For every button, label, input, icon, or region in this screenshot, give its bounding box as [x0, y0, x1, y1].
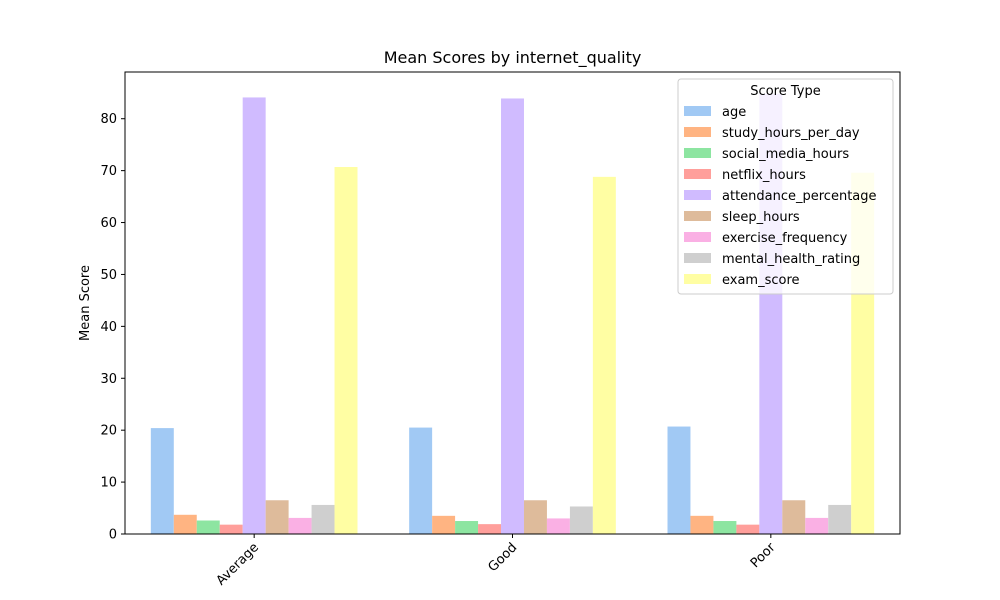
bar-study-hours-per-day-average — [173, 514, 197, 534]
bar-exercise-frequency-poor — [805, 517, 829, 534]
bar-age-good — [409, 427, 433, 534]
bar-social-media-hours-good — [455, 521, 479, 534]
y-tick-label: 40 — [100, 320, 117, 335]
legend-swatch-sleep-hours — [684, 211, 711, 221]
y-axis-ticks: 0 10 20 30 40 50 60 70 80 — [100, 112, 125, 543]
bar-sleep-hours-poor — [782, 500, 806, 534]
legend-title: Score Type — [750, 84, 820, 99]
bar-exam-score-average — [334, 167, 358, 534]
y-tick-label: 70 — [100, 164, 117, 179]
bar-exam-score-good — [592, 176, 616, 535]
chart-title: Mean Scores by internet_quality — [384, 48, 642, 68]
bar-social-media-hours-poor — [713, 521, 737, 534]
y-tick-label: 30 — [100, 372, 117, 387]
y-tick-label: 20 — [100, 424, 117, 439]
legend-swatch-netflix-hours — [684, 169, 711, 179]
y-axis-label: Mean Score — [78, 265, 93, 341]
legend: Score Type age study_hours_per_day social_… — [677, 78, 894, 295]
bar-mental-health-rating-poor — [828, 504, 852, 534]
legend-swatch-exam-score — [684, 274, 711, 284]
x-tick-label: Average — [214, 540, 262, 588]
bar-netflix-hours-good — [478, 524, 502, 534]
bar-mental-health-rating-average — [311, 504, 335, 534]
legend-label: study_hours_per_day — [722, 126, 860, 141]
legend-swatch-exercise-frequency — [684, 232, 711, 242]
legend-label: netflix_hours — [722, 168, 806, 183]
bar-age-poor — [667, 426, 691, 534]
bar-mental-health-rating-good — [569, 506, 593, 534]
legend-swatch-attendance-percentage — [684, 190, 711, 200]
y-tick-label: 60 — [100, 216, 117, 231]
y-tick-label: 80 — [100, 112, 117, 127]
bar-netflix-hours-poor — [736, 524, 760, 534]
y-tick-label: 0 — [109, 528, 117, 543]
legend-label: social_media_hours — [722, 147, 849, 162]
legend-box — [677, 78, 894, 295]
bar-age-average — [150, 428, 174, 534]
bar-exercise-frequency-average — [288, 517, 312, 534]
bar-exercise-frequency-good — [546, 518, 570, 534]
x-tick-label: Good — [486, 540, 521, 575]
bar-attendance-percentage-good — [501, 98, 524, 534]
bar-study-hours-per-day-poor — [690, 515, 714, 534]
legend-label: exercise_frequency — [722, 231, 848, 246]
legend-label: sleep_hours — [722, 210, 800, 225]
x-axis-ticks: Average Good Poor — [214, 534, 779, 589]
bar-study-hours-per-day-good — [432, 515, 456, 534]
bar-sleep-hours-average — [265, 500, 289, 534]
legend-swatch-study-hours-per-day — [684, 127, 711, 137]
legend-label: attendance_percentage — [722, 189, 877, 204]
x-tick-label: Poor — [748, 540, 779, 571]
legend-swatch-mental-health-rating — [684, 253, 711, 263]
plot-frame — [124, 71, 901, 535]
y-tick-label: 10 — [100, 476, 117, 491]
legend-label: mental_health_rating — [722, 252, 860, 267]
y-tick-label: 50 — [100, 268, 117, 283]
bar-attendance-percentage-average — [242, 97, 266, 534]
legend-swatch-age — [684, 106, 711, 116]
bar-netflix-hours-average — [219, 524, 243, 534]
legend-label: exam_score — [722, 273, 800, 288]
bar-social-media-hours-average — [196, 520, 220, 534]
legend-swatch-social-media-hours — [684, 148, 711, 158]
legend-label: age — [722, 105, 746, 120]
bar-sleep-hours-good — [523, 500, 547, 534]
